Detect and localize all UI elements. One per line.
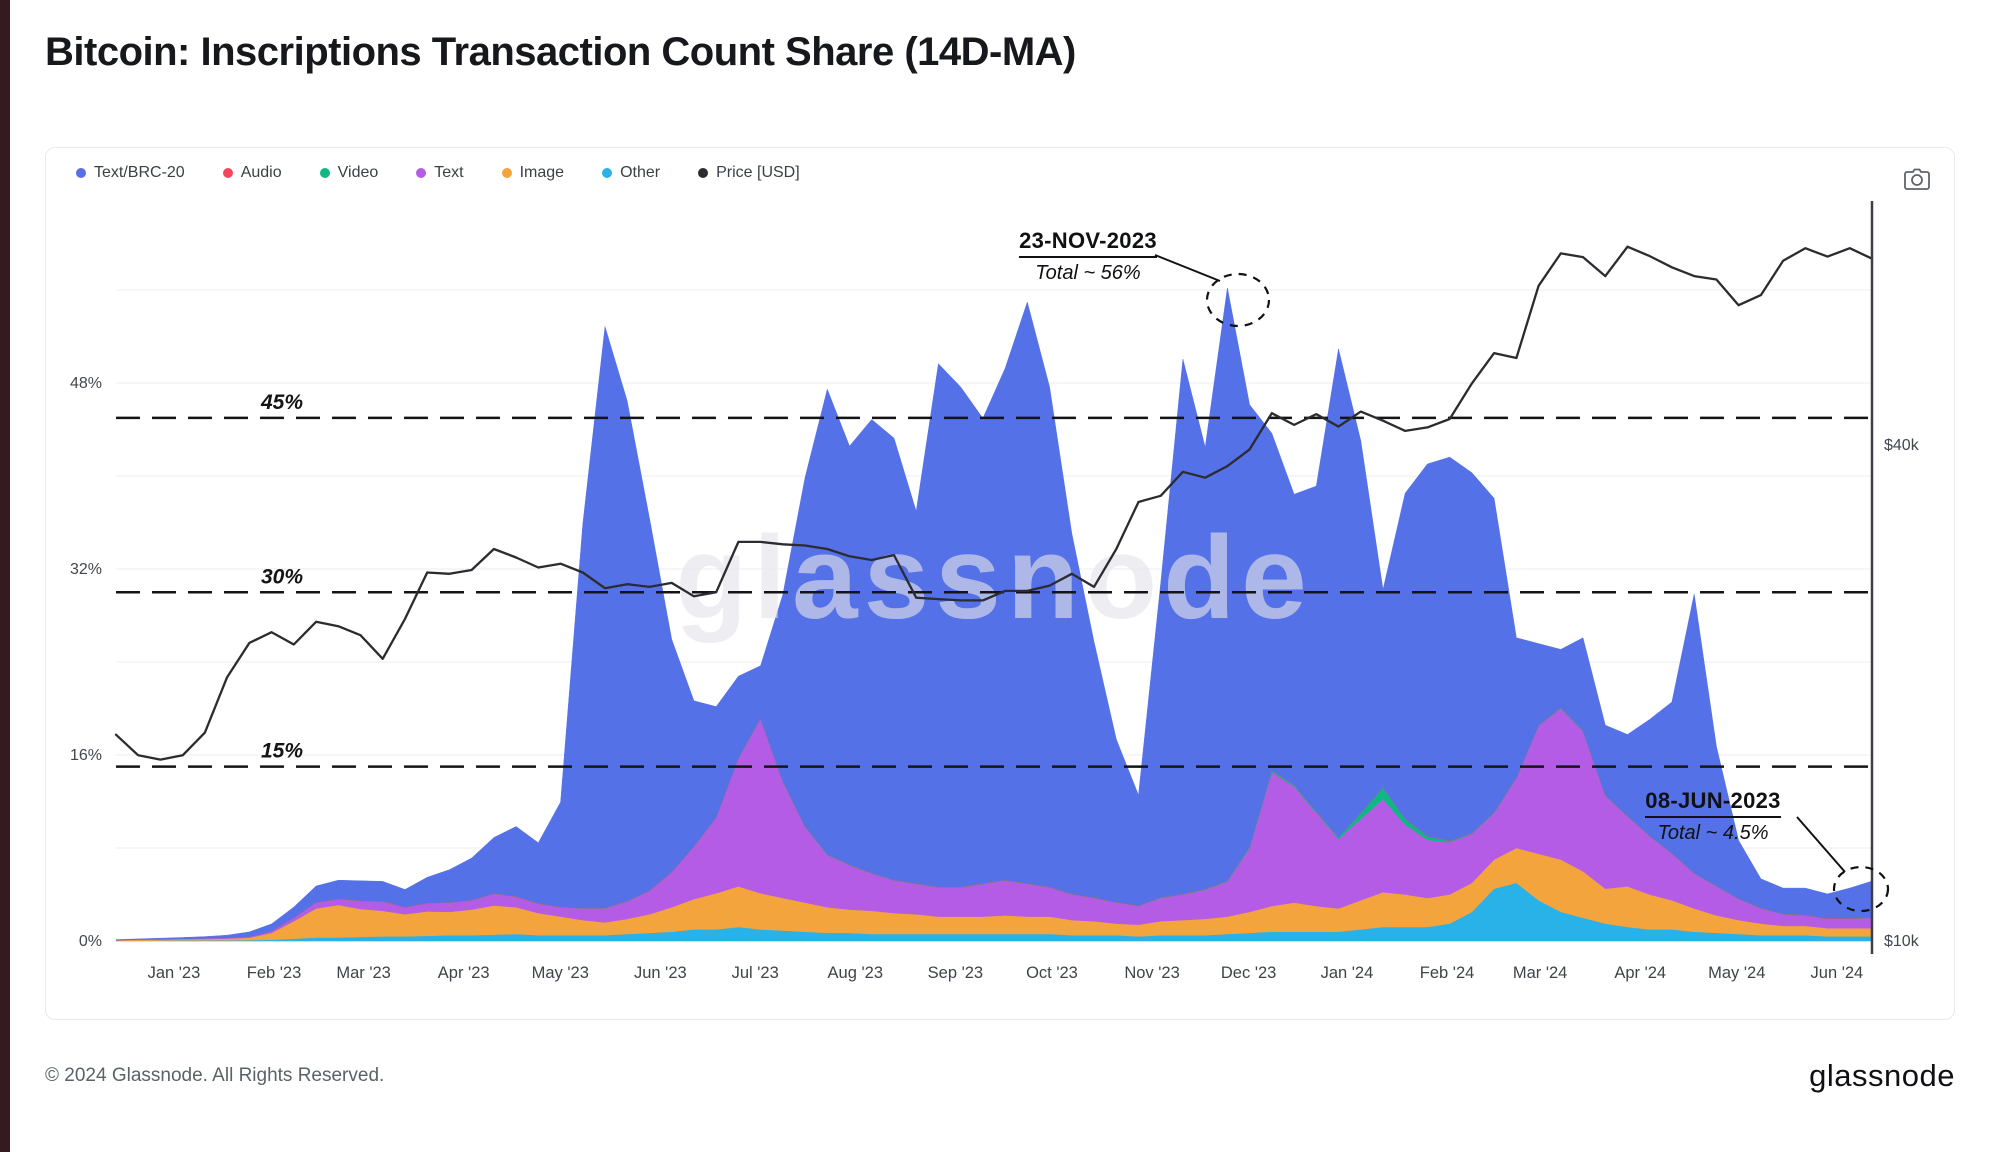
pct-axis-label: 16% [70,747,102,764]
x-tick-label: Jun '23 [634,964,687,982]
legend-dot [416,168,427,178]
x-tick-label: Nov '23 [1124,964,1179,982]
export-chart-button[interactable] [1900,164,1934,197]
legend-label: Audio [240,164,282,181]
x-tick-label: May '24 [1708,964,1765,982]
x-tick-label: Mar '23 [336,964,391,982]
pct-axis-label: 32% [70,561,102,578]
annotation-date: 08-JUN-2023 [1645,788,1781,818]
annotation-date: 23-NOV-2023 [1019,228,1157,258]
annotation-total: Total ~ 56% [1035,262,1141,284]
legend-label: Image [519,164,565,181]
annotation-connector-2 [1796,816,1846,873]
price-axis-label: $40k [1884,437,1920,454]
legend-label: Text [434,164,464,181]
annotation-total: Total ~ 4.5% [1657,822,1769,844]
annotation-08-jun: 08-JUN-2023 Total ~ 4.5% [1583,788,1843,845]
legend-item-price-usd-[interactable]: Price [USD] [698,164,800,182]
copyright-text: © 2024 Glassnode. All Rights Reserved. [45,1065,385,1086]
chart-legend: Text/BRC-20 Audio Video Text Image Other Price… [76,164,800,182]
x-tick-label: Sep '23 [928,964,983,982]
x-tick-label: Jan '24 [1321,964,1374,982]
page-title: Bitcoin: Inscriptions Transaction Count … [45,30,1076,74]
annotation-connector-1 [1154,254,1221,282]
glassnode-logo: glassnode [1809,1058,1955,1093]
dashed-level-label-45: 45% [260,391,303,414]
legend-item-video[interactable]: Video [319,164,379,182]
x-tick-label: May '23 [532,964,589,982]
legend-item-text-brc-20[interactable]: Text/BRC-20 [76,164,185,182]
legend-item-audio[interactable]: Audio [222,164,282,182]
x-tick-label: Mar '24 [1513,964,1568,982]
legend-label: Other [620,164,661,181]
x-tick-label: Apr '23 [438,964,490,982]
watermark: glassnode [675,512,1313,644]
dashed-level-label-15: 15% [261,740,303,763]
annotation-circle-2 [1832,865,1890,913]
camera-icon [1904,168,1930,190]
x-tick-label: Jun '24 [1811,964,1864,982]
legend-dot [222,168,233,178]
legend-label: Video [337,164,379,181]
pct-axis-label: 0% [79,933,102,950]
page-footer: © 2024 Glassnode. All Rights Reserved. g… [45,1058,1955,1094]
x-tick-label: Oct '23 [1026,964,1078,982]
legend-dot [501,168,512,178]
legend-dot [602,168,613,178]
legend-item-other[interactable]: Other [602,164,660,182]
x-tick-label: Feb '24 [1420,964,1475,982]
x-tick-label: Dec '23 [1221,964,1276,982]
legend-dot [698,168,709,178]
chart-card: Text/BRC-20 Audio Video Text Image Other Price… [45,147,1955,1020]
legend-dot [76,168,86,178]
legend-label: Text/BRC-20 [94,164,185,181]
x-tick-label: Jan '23 [148,964,201,982]
dashed-level-label-30: 30% [261,565,303,588]
x-tick-label: Apr '24 [1614,964,1666,982]
left-edge-strip [0,0,10,1152]
legend-dot [319,168,330,178]
legend-item-text[interactable]: Text [416,164,464,182]
price-line [114,245,1874,761]
pct-axis-label: 48% [70,375,102,392]
legend-label: Price [USD] [716,164,800,181]
price-axis-label: $10k [1884,933,1920,950]
annotation-circle-1 [1205,272,1271,328]
x-tick-label: Feb '23 [247,964,302,982]
annotation-23-nov: 23-NOV-2023 Total ~ 56% [958,228,1218,285]
x-tick-label: Jul '23 [732,964,779,982]
legend-item-image[interactable]: Image [501,164,565,182]
inscriptions-chart: glassnode 15% 30% 45% $40k $10k 0% 16% 32% 48% Jan… [70,201,1920,982]
x-tick-label: Aug '23 [828,964,883,982]
